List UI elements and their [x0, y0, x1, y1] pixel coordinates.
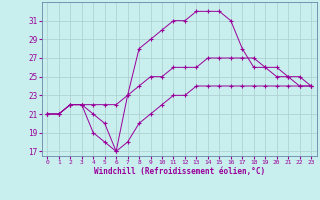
- X-axis label: Windchill (Refroidissement éolien,°C): Windchill (Refroidissement éolien,°C): [94, 167, 265, 176]
